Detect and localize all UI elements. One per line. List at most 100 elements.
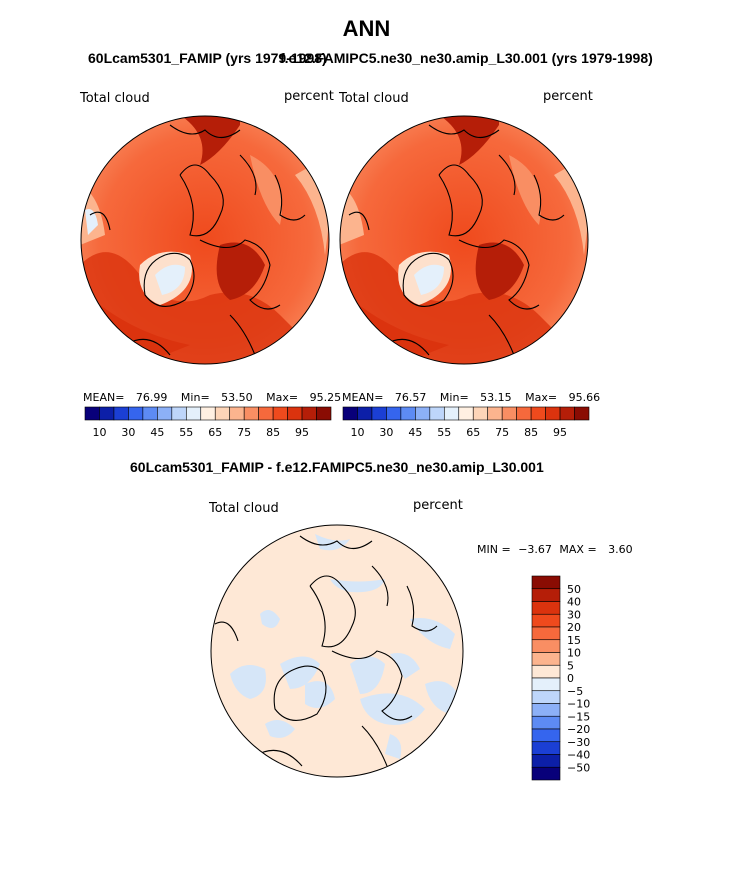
diff-colorbar-swatch — [531, 715, 561, 730]
right-colorbar-tick-label: 55 — [437, 426, 451, 439]
right-colorbar-swatch — [429, 406, 445, 421]
left-stats: MEAN= 76.99 Min= 53.50 Max= 95.25 — [83, 391, 341, 404]
diff-colorbar-tick-label: −30 — [567, 736, 590, 749]
diff-max-label: MAX = — [559, 543, 597, 556]
left-units-label: percent — [284, 89, 334, 104]
diff-colorbar-swatch — [531, 728, 561, 743]
right-colorbar-tick-label: 95 — [553, 426, 567, 439]
diff-colorbar-tick-label: −10 — [567, 698, 590, 711]
diff-minmax: MIN = −3.67 MAX = 3.60 — [477, 543, 633, 556]
left-colorbar-swatch — [272, 406, 288, 421]
right-colorbar-swatch — [545, 406, 561, 421]
left-colorbar-swatch — [128, 406, 144, 421]
left-min-label: Min= — [180, 391, 210, 404]
right-mean-value: 76.57 — [394, 391, 427, 404]
left-colorbar: 10 30 45 55 65 75 85 95 — [84, 406, 332, 439]
right-colorbar-swatch — [501, 406, 517, 421]
left-panel-subtitle: 60Lcam5301_FAMIP (yrs 1979-1998) — [88, 50, 327, 66]
diff-colorbar-swatch — [531, 703, 561, 717]
left-colorbar-tick-label: 55 — [179, 426, 193, 439]
left-var-label: Total cloud — [80, 91, 150, 106]
diff-colorbar-swatch — [531, 601, 561, 615]
left-colorbar-swatch — [142, 406, 158, 421]
diff-colorbar-swatch — [531, 690, 561, 704]
right-colorbar-tick-label: 10 — [350, 426, 364, 439]
right-colorbar-swatch — [458, 406, 474, 421]
left-colorbar-swatch — [316, 406, 332, 421]
right-colorbar-tick-label: 30 — [379, 426, 393, 439]
left-colorbar-swatch — [171, 406, 187, 421]
left-colorbar-swatch — [287, 406, 303, 421]
left-colorbar-swatch — [229, 406, 245, 421]
right-colorbar-swatch — [472, 406, 489, 421]
diff-colorbar-swatch — [531, 588, 561, 602]
left-colorbar-swatch — [99, 406, 115, 421]
left-colorbar-tick-label: 65 — [208, 426, 222, 439]
diff-colorbar-tick-label: −50 — [567, 761, 590, 774]
left-colorbar-swatch — [157, 406, 173, 421]
diff-colorbar-tick-label: 10 — [567, 647, 581, 660]
diff-colorbar-tick-label: 5 — [567, 659, 574, 672]
left-max-value: 95.25 — [309, 391, 342, 404]
right-colorbar-tick-label: 75 — [495, 426, 509, 439]
right-colorbar-swatch — [487, 406, 503, 421]
right-max-value: 95.66 — [568, 391, 601, 404]
diff-panel-subtitle: 60Lcam5301_FAMIP - f.e12.FAMIPC5.ne30_ne… — [130, 459, 544, 475]
right-min-label: Min= — [439, 391, 469, 404]
right-colorbar-tick-label: 65 — [466, 426, 480, 439]
right-colorbar-swatch — [415, 406, 431, 421]
left-colorbar-swatch — [84, 406, 100, 421]
diff-colorbar-swatch — [531, 741, 561, 755]
left-colorbar-swatch — [113, 406, 129, 421]
right-polar-map — [339, 115, 589, 365]
diff-colorbar-tick-label: 30 — [567, 608, 581, 621]
diff-colorbar-swatch — [531, 613, 561, 628]
diff-colorbar-tick-label: −15 — [567, 710, 590, 723]
right-colorbar-swatch — [357, 406, 373, 421]
left-colorbar-swatch — [200, 406, 216, 421]
left-colorbar-swatch — [258, 406, 274, 421]
diff-colorbar-tick-label: 20 — [567, 621, 581, 634]
left-min-value: 53.50 — [221, 391, 253, 404]
right-colorbar-swatch — [516, 406, 532, 421]
left-colorbar-tick-label: 75 — [237, 426, 251, 439]
diff-colorbar-swatch — [531, 754, 561, 768]
diff-colorbar-swatch — [531, 664, 561, 679]
left-mean-value: 76.99 — [135, 391, 168, 404]
left-colorbar-tick-label: 30 — [121, 426, 135, 439]
diff-min-value: −3.67 — [518, 543, 552, 556]
right-colorbar-swatch — [574, 406, 590, 421]
diff-colorbar-tick-label: 40 — [567, 596, 581, 609]
right-min-value: 53.15 — [480, 391, 512, 404]
right-mean-label: MEAN= — [342, 391, 384, 404]
right-colorbar-swatch — [443, 406, 460, 421]
right-panel-subtitle: f.e12.FAMIPC5.ne30_ne30.amip_L30.001 (yr… — [280, 50, 653, 66]
diff-colorbar-tick-label: −40 — [567, 749, 590, 762]
left-colorbar-tick-label: 85 — [266, 426, 280, 439]
page-title: ANN — [342, 16, 391, 41]
right-colorbar-tick-label: 85 — [524, 426, 538, 439]
diff-colorbar-swatch — [531, 639, 561, 653]
right-colorbar-swatch — [386, 406, 402, 421]
diff-polar-map — [210, 524, 464, 778]
left-polar-map — [80, 115, 330, 365]
diff-colorbar-tick-label: −20 — [567, 723, 590, 736]
right-colorbar-swatch — [371, 406, 387, 421]
left-colorbar-swatch — [243, 406, 259, 421]
diff-colorbar-swatch — [531, 766, 561, 781]
right-colorbar: 10 30 45 55 65 75 85 95 — [342, 406, 590, 439]
left-colorbar-tick-label: 45 — [150, 426, 164, 439]
diff-colorbar-swatch — [531, 575, 561, 590]
diff-colorbar-tick-label: 50 — [567, 583, 581, 596]
left-colorbar-swatch — [185, 406, 202, 421]
left-mean-label: MEAN= — [83, 391, 125, 404]
right-colorbar-swatch — [530, 406, 546, 421]
diff-colorbar-tick-label: 0 — [567, 672, 574, 685]
right-colorbar-swatch — [559, 406, 575, 421]
diff-var-label: Total cloud — [209, 501, 279, 516]
right-max-label: Max= — [525, 391, 558, 404]
diff-colorbar-tick-label: −5 — [567, 685, 583, 698]
left-colorbar-swatch — [301, 406, 317, 421]
right-colorbar-swatch — [342, 406, 358, 421]
